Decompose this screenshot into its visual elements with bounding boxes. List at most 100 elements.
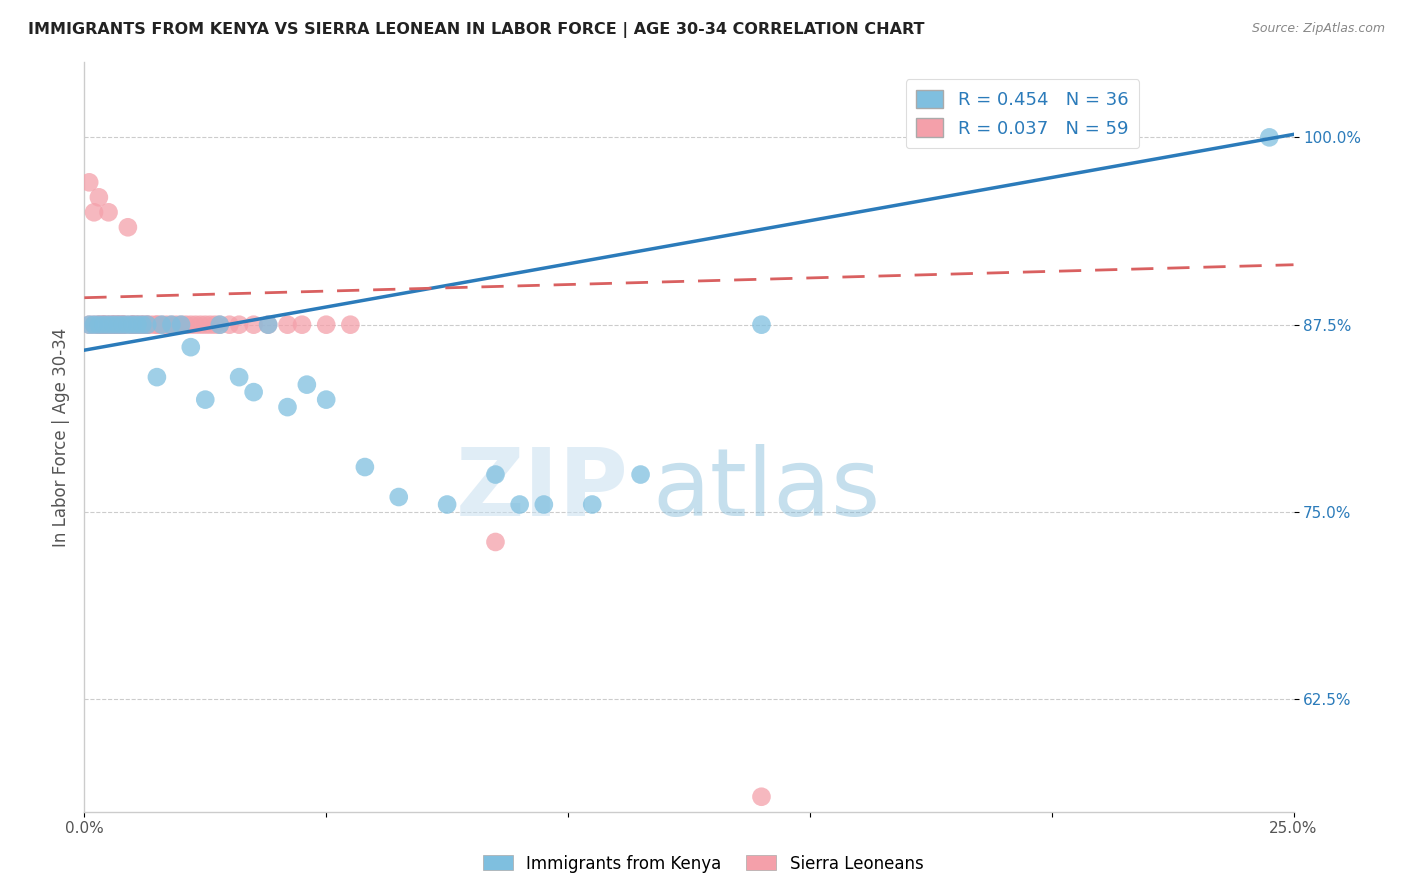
Point	[295, 377, 318, 392]
Point	[751, 789, 773, 804]
Point	[131, 318, 153, 332]
Point	[136, 318, 159, 332]
Point	[131, 318, 153, 332]
Point	[112, 318, 135, 332]
Point	[97, 318, 120, 332]
Point	[198, 318, 221, 332]
Point	[315, 392, 337, 407]
Point	[190, 318, 212, 332]
Point	[146, 370, 169, 384]
Point	[291, 318, 314, 332]
Text: IMMIGRANTS FROM KENYA VS SIERRA LEONEAN IN LABOR FORCE | AGE 30-34 CORRELATION C: IMMIGRANTS FROM KENYA VS SIERRA LEONEAN …	[28, 22, 925, 38]
Point	[257, 318, 280, 332]
Point	[112, 318, 135, 332]
Point	[509, 498, 531, 512]
Point	[257, 318, 280, 332]
Point	[103, 318, 125, 332]
Point	[103, 318, 125, 332]
Text: Source: ZipAtlas.com: Source: ZipAtlas.com	[1251, 22, 1385, 36]
Point	[87, 318, 110, 332]
Point	[77, 318, 100, 332]
Point	[97, 318, 120, 332]
Point	[146, 318, 169, 332]
Point	[83, 318, 105, 332]
Point	[131, 318, 153, 332]
Point	[751, 318, 773, 332]
Point	[117, 318, 139, 332]
Point	[484, 535, 506, 549]
Point	[112, 318, 135, 332]
Text: ZIP: ZIP	[456, 443, 628, 535]
Point	[194, 392, 217, 407]
Point	[107, 318, 129, 332]
Point	[127, 318, 149, 332]
Point	[121, 318, 143, 332]
Point	[121, 318, 143, 332]
Point	[141, 318, 163, 332]
Point	[208, 318, 231, 332]
Text: atlas: atlas	[652, 443, 882, 535]
Point	[208, 318, 231, 332]
Point	[204, 318, 226, 332]
Point	[136, 318, 159, 332]
Point	[242, 385, 264, 400]
Point	[103, 318, 125, 332]
Point	[165, 318, 187, 332]
Y-axis label: In Labor Force | Age 30-34: In Labor Force | Age 30-34	[52, 327, 70, 547]
Point	[93, 318, 115, 332]
Point	[127, 318, 149, 332]
Point	[533, 498, 555, 512]
Point	[77, 318, 100, 332]
Point	[121, 318, 143, 332]
Point	[630, 467, 652, 482]
Point	[87, 318, 110, 332]
Point	[97, 205, 120, 219]
Point	[93, 318, 115, 332]
Point	[121, 318, 143, 332]
Point	[160, 318, 183, 332]
Point	[83, 205, 105, 219]
Point	[93, 318, 115, 332]
Point	[77, 175, 100, 189]
Point	[127, 318, 149, 332]
Point	[155, 318, 177, 332]
Point	[150, 318, 173, 332]
Point	[354, 460, 377, 475]
Legend: Immigrants from Kenya, Sierra Leoneans: Immigrants from Kenya, Sierra Leoneans	[477, 848, 929, 880]
Point	[117, 318, 139, 332]
Point	[97, 318, 120, 332]
Point	[180, 318, 202, 332]
Point	[194, 318, 217, 332]
Point	[112, 318, 135, 332]
Point	[83, 318, 105, 332]
Point	[339, 318, 361, 332]
Point	[107, 318, 129, 332]
Point	[218, 318, 240, 332]
Point	[136, 318, 159, 332]
Point	[107, 318, 129, 332]
Point	[184, 318, 207, 332]
Point	[228, 318, 250, 332]
Point	[484, 467, 506, 482]
Point	[117, 220, 139, 235]
Point	[276, 400, 298, 414]
Point	[388, 490, 411, 504]
Point	[276, 318, 298, 332]
Point	[93, 318, 115, 332]
Point	[107, 318, 129, 332]
Point	[1258, 130, 1281, 145]
Point	[581, 498, 603, 512]
Point	[242, 318, 264, 332]
Point	[315, 318, 337, 332]
Point	[170, 318, 193, 332]
Point	[87, 318, 110, 332]
Point	[160, 318, 183, 332]
Legend: R = 0.454   N = 36, R = 0.037   N = 59: R = 0.454 N = 36, R = 0.037 N = 59	[905, 79, 1139, 148]
Point	[146, 318, 169, 332]
Point	[174, 318, 197, 332]
Point	[150, 318, 173, 332]
Point	[103, 318, 125, 332]
Point	[180, 340, 202, 354]
Point	[87, 190, 110, 204]
Point	[170, 318, 193, 332]
